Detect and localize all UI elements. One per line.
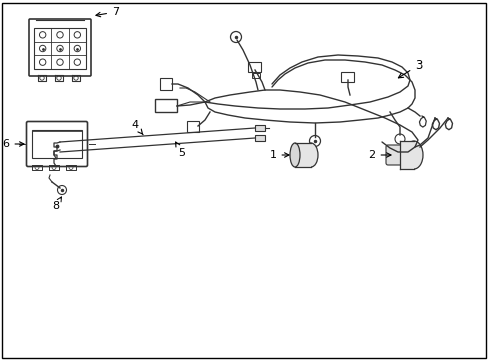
Text: 8: 8 [52, 197, 61, 211]
Bar [34, 28, 86, 69]
FancyBboxPatch shape [385, 145, 401, 165]
Text: 6: 6 [2, 139, 24, 149]
Text: 7: 7 [96, 7, 119, 17]
Bar [160, 78, 172, 90]
Bar [399, 141, 413, 169]
Bar [247, 62, 261, 72]
Text: 2: 2 [367, 150, 390, 160]
Ellipse shape [304, 143, 317, 167]
Ellipse shape [289, 143, 299, 167]
Bar [294, 143, 310, 167]
Bar [186, 121, 199, 132]
Bar [254, 125, 264, 131]
Text: 4: 4 [131, 120, 143, 135]
Bar [155, 99, 177, 112]
Bar [340, 72, 353, 82]
Bar [251, 73, 260, 78]
Text: 3: 3 [398, 59, 422, 78]
Ellipse shape [404, 141, 422, 169]
Text: 1: 1 [269, 150, 288, 160]
Text: 5: 5 [175, 142, 185, 158]
Bar [254, 135, 264, 141]
Bar [32, 130, 82, 158]
